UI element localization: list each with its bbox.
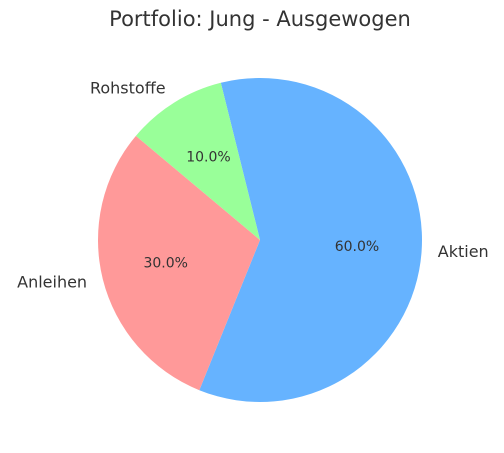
slice-label: Anleihen (17, 273, 87, 292)
slice-label: Aktien (438, 242, 489, 261)
pie-slice (98, 135, 260, 391)
pct-label: 10.0% (186, 150, 230, 166)
pct-label: 60.0% (335, 239, 379, 255)
slice-label: Rohstoffe (90, 78, 166, 97)
pct-label: 30.0% (143, 256, 187, 272)
pie-slice (199, 78, 422, 403)
pie-slice (135, 82, 260, 240)
chart-title: Portfolio: Jung - Ausgewogen (109, 7, 411, 31)
